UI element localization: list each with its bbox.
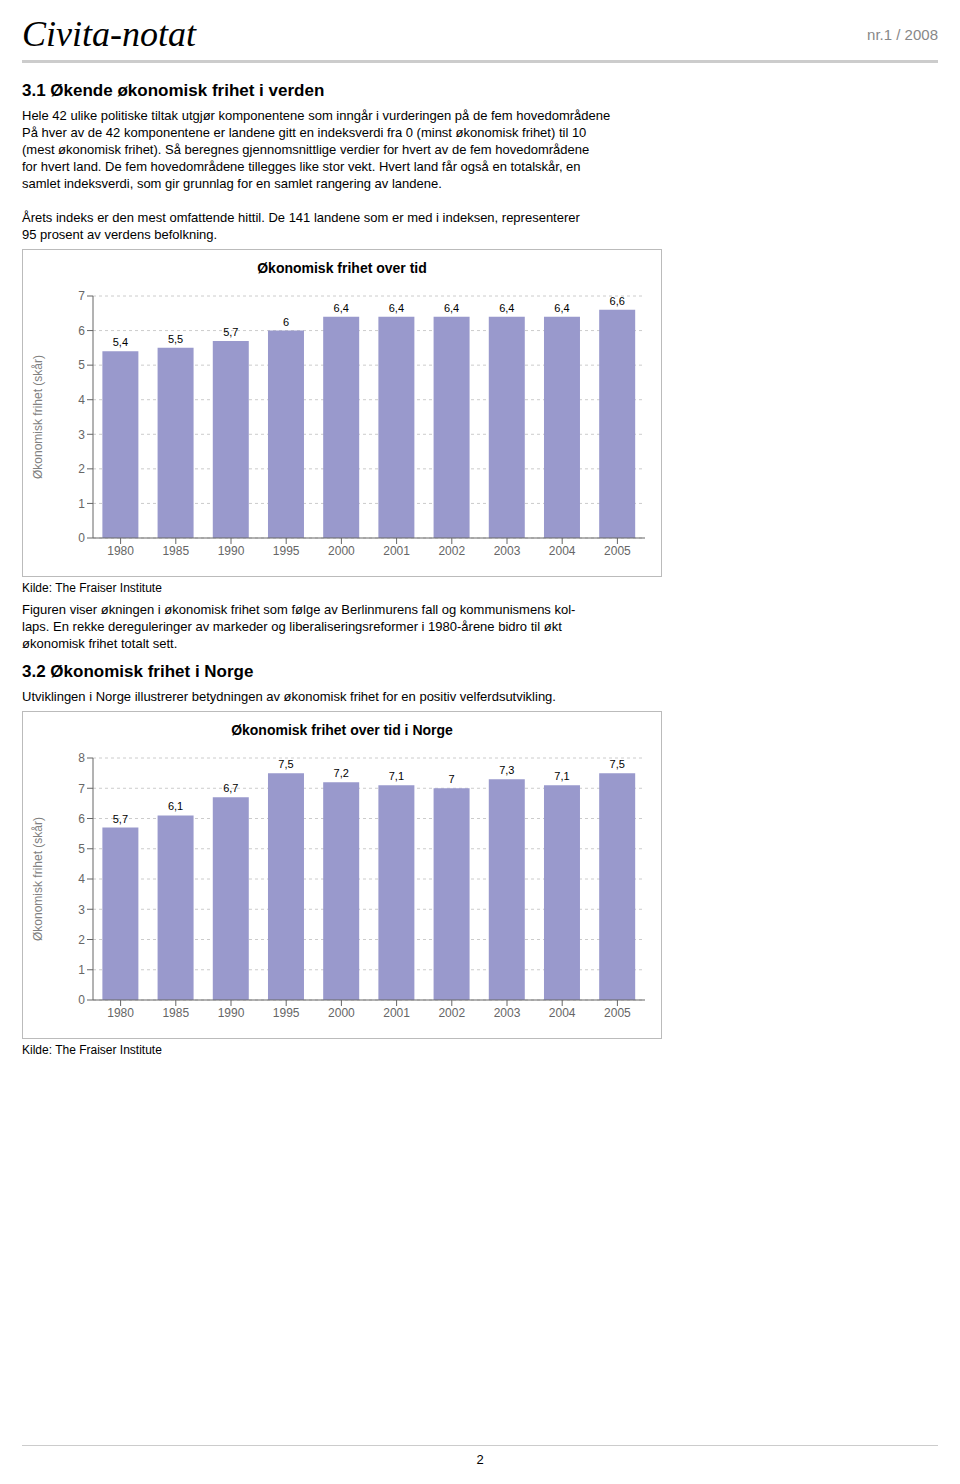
svg-text:6: 6 <box>283 316 289 328</box>
html-text:samlet indeksverdi, som gir gr: samlet indeksverdi, som gir grunnlag for… <box>22 176 442 191</box>
svg-text:5,4: 5,4 <box>113 336 128 348</box>
svg-text:2: 2 <box>78 933 85 947</box>
html-text:Civita-notat: Civita-notat <box>22 14 196 54</box>
svg-text:3: 3 <box>78 428 85 442</box>
svg-text:7,5: 7,5 <box>278 758 293 770</box>
svg-text:3: 3 <box>78 903 85 917</box>
svg-text:8: 8 <box>78 751 85 765</box>
svg-text:6: 6 <box>78 812 85 826</box>
svg-text:1: 1 <box>78 963 85 977</box>
svg-text:2000: 2000 <box>328 544 355 558</box>
svg-text:2: 2 <box>78 462 85 476</box>
svg-text:1985: 1985 <box>162 1006 189 1020</box>
svg-text:1985: 1985 <box>162 544 189 558</box>
html-text:Kilde: The Fraiser Institute: Kilde: The Fraiser Institute <box>22 581 162 595</box>
svg-text:7: 7 <box>78 782 85 796</box>
svg-text:4: 4 <box>78 393 85 407</box>
svg-text:5,7: 5,7 <box>113 813 128 825</box>
svg-text:1990: 1990 <box>218 1006 245 1020</box>
svg-text:7,1: 7,1 <box>554 770 569 782</box>
html-text:for hvert land. De fem hovedom: for hvert land. De fem hovedområdene til… <box>22 159 581 174</box>
html-text:2: 2 <box>476 1452 484 1467</box>
html-text:Hele 42 ulike politiske tiltak: Hele 42 ulike politiske tiltak utgjør ko… <box>22 108 611 123</box>
html-text:Økonomisk frihet over tid: Økonomisk frihet over tid <box>257 260 427 276</box>
svg-text:7,2: 7,2 <box>334 767 349 779</box>
svg-text:2000: 2000 <box>328 1006 355 1020</box>
html-text:Økonomisk frihet over tid i No: Økonomisk frihet over tid i Norge <box>231 722 453 738</box>
svg-text:1980: 1980 <box>107 1006 134 1020</box>
svg-text:5: 5 <box>78 842 85 856</box>
svg-text:1: 1 <box>78 497 85 511</box>
svg-text:Økonomisk frihet (skår): Økonomisk frihet (skår) <box>31 355 45 479</box>
svg-text:0: 0 <box>78 531 85 545</box>
svg-text:7,5: 7,5 <box>610 758 625 770</box>
svg-text:6,4: 6,4 <box>444 302 459 314</box>
svg-text:0: 0 <box>78 993 85 1007</box>
html-text:økonomisk frihet totalt sett.: økonomisk frihet totalt sett. <box>22 636 178 651</box>
svg-text:6,4: 6,4 <box>334 302 349 314</box>
html-text:Kilde: The Fraiser Institute: Kilde: The Fraiser Institute <box>22 1043 162 1057</box>
svg-text:2002: 2002 <box>438 1006 465 1020</box>
html-text:Figuren viser økningen i økono: Figuren viser økningen i økonomisk frihe… <box>22 602 576 617</box>
svg-text:2003: 2003 <box>494 544 521 558</box>
svg-text:1990: 1990 <box>218 544 245 558</box>
svg-text:1995: 1995 <box>273 1006 300 1020</box>
svg-text:6,7: 6,7 <box>223 782 238 794</box>
svg-text:7,3: 7,3 <box>499 764 514 776</box>
svg-text:2005: 2005 <box>604 544 631 558</box>
svg-text:7: 7 <box>78 289 85 303</box>
svg-text:7,1: 7,1 <box>389 770 404 782</box>
svg-text:2001: 2001 <box>383 1006 410 1020</box>
svg-text:4: 4 <box>78 872 85 886</box>
svg-text:6,6: 6,6 <box>610 295 625 307</box>
svg-text:Økonomisk frihet (skår): Økonomisk frihet (skår) <box>31 817 45 941</box>
svg-text:1980: 1980 <box>107 544 134 558</box>
svg-text:6,4: 6,4 <box>499 302 514 314</box>
html-text:95 prosent av verdens befolkni: 95 prosent av verdens befolkning. <box>22 227 218 242</box>
svg-text:2004: 2004 <box>549 544 576 558</box>
svg-text:6: 6 <box>78 324 85 338</box>
svg-text:2002: 2002 <box>438 544 465 558</box>
svg-text:5,5: 5,5 <box>168 333 183 345</box>
html-text:laps. En rekke dereguleringer: laps. En rekke dereguleringer av markede… <box>22 619 562 634</box>
svg-text:6,4: 6,4 <box>554 302 569 314</box>
svg-text:6,1: 6,1 <box>168 800 183 812</box>
html-text:nr.1 / 2008: nr.1 / 2008 <box>867 25 938 43</box>
svg-text:5,7: 5,7 <box>223 326 238 338</box>
svg-text:2001: 2001 <box>383 544 410 558</box>
svg-text:1995: 1995 <box>273 544 300 558</box>
html-text:Årets indeks er den mest omfat: Årets indeks er den mest omfattende hitt… <box>22 210 580 225</box>
svg-text:6,4: 6,4 <box>389 302 404 314</box>
svg-text:2003: 2003 <box>494 1006 521 1020</box>
svg-text:2005: 2005 <box>604 1006 631 1020</box>
html-text:3.2 Økonomisk frihet i Norge: 3.2 Økonomisk frihet i Norge <box>22 662 254 681</box>
html-text:(mest økonomisk frihet). Så be: (mest økonomisk frihet). Så beregnes gje… <box>22 142 590 157</box>
html-text:Utviklingen i Norge illustrere: Utviklingen i Norge illustrerer betydnin… <box>22 689 556 704</box>
html-text:3.1 Økende økonomisk frihet i: 3.1 Økende økonomisk frihet i verden <box>22 81 325 100</box>
svg-text:7: 7 <box>449 773 455 785</box>
svg-text:2004: 2004 <box>549 1006 576 1020</box>
svg-text:5: 5 <box>78 358 85 372</box>
html-text:På hver av de 42 komponentene: På hver av de 42 komponentene er landene… <box>22 125 587 140</box>
